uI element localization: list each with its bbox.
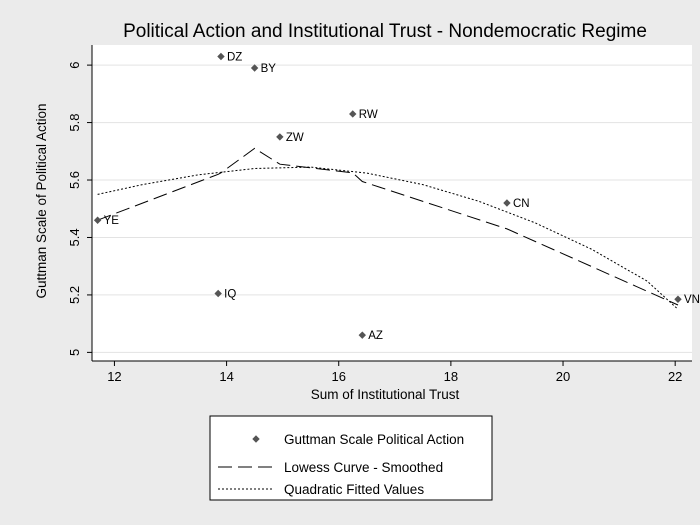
y-tick-label: 5.8 bbox=[67, 114, 82, 132]
data-point-marker bbox=[349, 110, 357, 118]
legend-entry-label: Guttman Scale Political Action bbox=[284, 432, 464, 447]
data-point-label: VN bbox=[684, 294, 700, 306]
data-point-label: ZW bbox=[286, 132, 304, 144]
legend-box bbox=[209, 415, 493, 501]
data-point-label: RW bbox=[359, 109, 378, 121]
x-tick-label: 12 bbox=[107, 369, 121, 384]
data-point-label: CN bbox=[513, 198, 530, 210]
x-axis: 12 14 16 18 20 22 bbox=[92, 360, 692, 384]
data-point-label: AZ bbox=[368, 330, 383, 342]
x-tick-label: 20 bbox=[556, 369, 570, 384]
data-point-marker bbox=[674, 295, 682, 303]
chart-title: Political Action and Institutional Trust… bbox=[123, 21, 647, 42]
fitted-curves bbox=[97, 147, 679, 310]
y-tick-label: 5.4 bbox=[67, 228, 82, 246]
y-axis-label: Guttman Scale of Political Action bbox=[34, 103, 49, 298]
y-tick-label: 5.6 bbox=[67, 171, 82, 189]
data-point-label: DZ bbox=[227, 51, 242, 63]
data-point-marker bbox=[250, 64, 259, 72]
x-tick-label: 22 bbox=[668, 369, 682, 384]
data-point-marker bbox=[358, 331, 366, 339]
data-point-marker bbox=[214, 289, 222, 298]
legend-entry-label: Quadratic Fitted Values bbox=[284, 482, 424, 497]
legend-marker bbox=[252, 435, 260, 443]
data-point-label: IQ bbox=[224, 288, 236, 300]
data-point-marker bbox=[276, 133, 284, 141]
y-tick-label: 5 bbox=[67, 349, 82, 356]
data-point-marker bbox=[93, 216, 102, 224]
x-axis-label: Sum of Institutional Trust bbox=[311, 387, 460, 402]
x-tick-label: 18 bbox=[444, 369, 458, 384]
y-axis: 5 5.2 5.4 5.6 5.8 6 bbox=[67, 45, 93, 361]
data-point-label: BY bbox=[261, 63, 277, 75]
data-points: DZ BY RW ZW CN YE IQ AZ VN bbox=[93, 51, 700, 342]
data-point-marker bbox=[503, 199, 511, 207]
plot-area bbox=[92, 45, 692, 361]
y-tick-label: 5.2 bbox=[67, 286, 82, 304]
quadratic-fit-curve bbox=[97, 166, 679, 310]
data-point-label: YE bbox=[104, 215, 120, 227]
gridlines bbox=[92, 64, 692, 353]
y-tick-label: 6 bbox=[67, 61, 82, 68]
x-tick-label: 16 bbox=[331, 369, 345, 384]
legend-entry-label: Lowess Curve - Smoothed bbox=[284, 460, 443, 475]
data-point-marker bbox=[217, 52, 225, 61]
legend: Guttman Scale Political Action Lowess Cur… bbox=[209, 415, 493, 501]
x-tick-label: 14 bbox=[219, 369, 233, 384]
lowess-curve bbox=[97, 147, 679, 306]
